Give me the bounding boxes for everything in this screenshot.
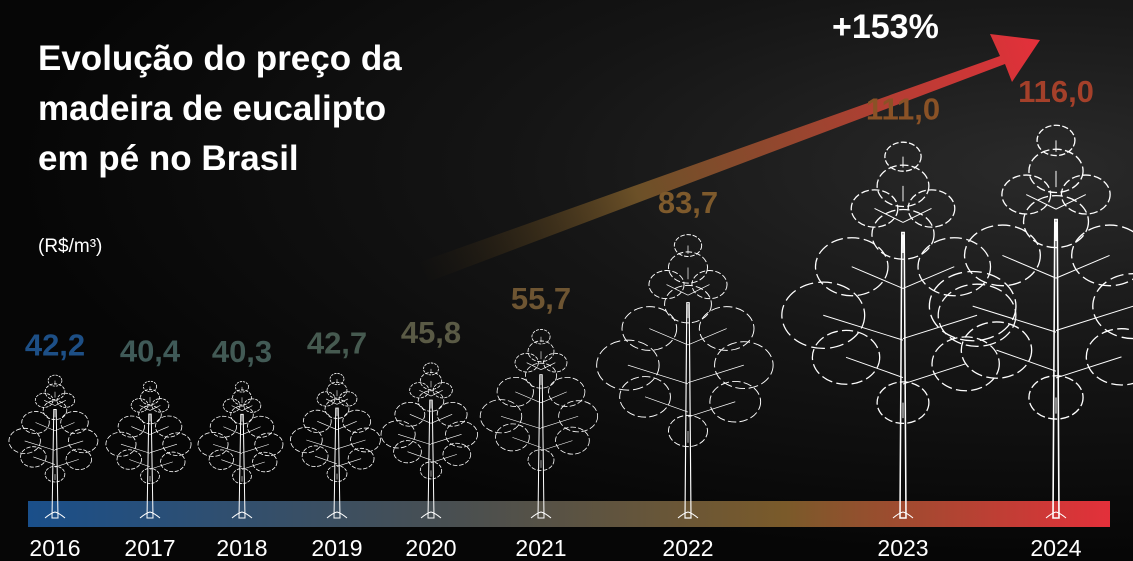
tree-icon — [105, 380, 192, 519]
tree-icon — [781, 141, 1017, 519]
tree-icon — [479, 329, 599, 519]
tree-icon — [596, 234, 774, 519]
year-tick-label: 2022 — [662, 535, 713, 561]
tree-icon — [928, 124, 1133, 519]
tree-icon — [289, 373, 381, 519]
year-tick-label: 2023 — [877, 535, 928, 561]
year-tick-label: 2017 — [124, 535, 175, 561]
value-label: 42,7 — [307, 326, 367, 361]
value-label: 40,4 — [120, 333, 181, 368]
year-tick-label: 2021 — [515, 535, 566, 561]
growth-annotation: +153% — [832, 8, 939, 46]
chart-title: Evolução do preço da madeira de eucalipt… — [38, 39, 402, 178]
growth-arrow — [420, 34, 1040, 282]
unit-label: (R$/m³) — [38, 236, 103, 257]
value-label: 83,7 — [658, 185, 718, 220]
value-label: 45,8 — [401, 315, 461, 350]
year-tick-label: 2019 — [311, 535, 362, 561]
year-tick-label: 2016 — [29, 535, 80, 561]
year-tick-label: 2020 — [405, 535, 456, 561]
timeline-bar — [28, 501, 1110, 527]
tree-icon — [197, 381, 284, 519]
value-label: 55,7 — [511, 281, 571, 316]
tree-icon — [380, 362, 478, 519]
value-label: 116,0 — [1018, 74, 1094, 109]
tree-icon — [8, 374, 99, 519]
value-label: 40,3 — [212, 334, 272, 369]
year-tick-label: 2024 — [1030, 535, 1081, 561]
value-label: 111,0 — [866, 91, 940, 126]
year-tick-label: 2018 — [216, 535, 267, 561]
value-label: 42,2 — [25, 327, 85, 362]
